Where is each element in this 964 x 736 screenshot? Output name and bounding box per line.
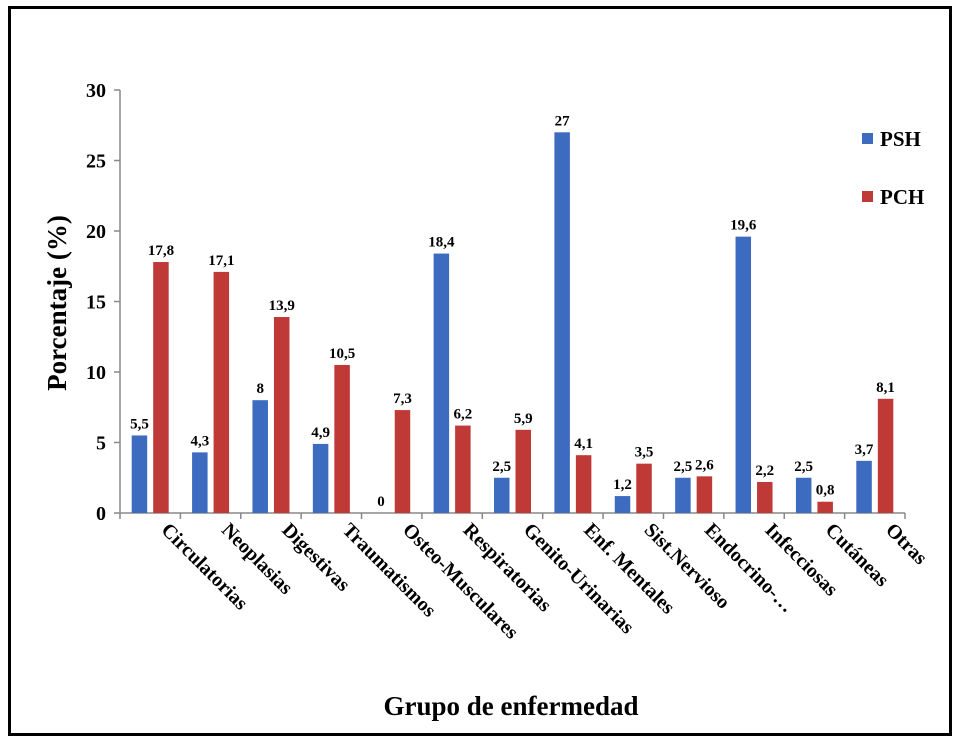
legend-label-psh: PSH: [880, 127, 921, 151]
bar-pch-0: [153, 262, 169, 513]
data-label-psh-5: 18,4: [428, 235, 455, 251]
bar-pch-1: [214, 272, 230, 513]
bar-pch-8: [636, 464, 652, 513]
bar-pch-9: [697, 476, 713, 513]
bar-psh-9: [675, 478, 691, 513]
bar-pch-7: [576, 455, 592, 513]
x-axis-label: Grupo de enfermedad: [384, 691, 639, 721]
y-tick-label: 0: [96, 503, 106, 525]
legend-swatch-psh: [862, 133, 873, 144]
bar-pch-6: [516, 430, 532, 513]
data-label-pch-2: 13,9: [269, 298, 295, 314]
bar-pch-10: [757, 482, 773, 513]
y-tick-label: 30: [86, 80, 106, 102]
bar-psh-1: [192, 452, 208, 513]
bar-psh-2: [252, 400, 268, 513]
bar-psh-5: [434, 254, 450, 513]
y-tick-label: 10: [86, 362, 106, 384]
data-label-psh-11: 2,5: [794, 459, 813, 475]
data-label-pch-5: 6,2: [453, 407, 472, 423]
legend-label-pch: PCH: [880, 185, 924, 209]
data-label-pch-8: 3,5: [635, 445, 654, 461]
data-label-psh-6: 2,5: [492, 459, 511, 475]
data-label-pch-12: 8,1: [876, 380, 895, 396]
x-tick-labels: CirculatoriasNeoplasiasDigestivasTraumat…: [157, 519, 932, 644]
legend: PSH PCH: [862, 127, 924, 209]
bar-pch-4: [395, 410, 411, 513]
data-label-pch-11: 0,8: [816, 483, 835, 499]
y-tick-label: 25: [86, 151, 106, 173]
bar-psh-7: [554, 132, 570, 513]
data-label-psh-7: 27: [555, 113, 571, 129]
bar-pch-5: [455, 426, 471, 513]
data-label-psh-4: 0: [377, 494, 385, 510]
data-label-psh-2: 8: [256, 381, 264, 397]
y-tick-label: 5: [96, 433, 106, 455]
y-axis-label: Porcentaje (%): [42, 215, 72, 391]
legend-swatch-pch: [862, 191, 873, 202]
data-label-psh-8: 1,2: [613, 477, 632, 493]
bar-psh-8: [615, 496, 631, 513]
y-tick-label: 20: [86, 221, 106, 243]
bar-pch-11: [817, 502, 833, 513]
bar-psh-6: [494, 478, 510, 513]
bar-pch-3: [334, 365, 350, 513]
data-label-pch-3: 10,5: [329, 346, 355, 362]
data-label-psh-0: 5,5: [130, 416, 149, 432]
bars: [132, 132, 894, 513]
data-label-pch-6: 5,9: [514, 411, 533, 427]
data-label-psh-9: 2,5: [674, 459, 693, 475]
bar-psh-12: [856, 461, 872, 513]
y-tick-label: 15: [86, 292, 106, 314]
bar-psh-10: [736, 237, 752, 513]
data-label-pch-1: 17,1: [208, 253, 234, 269]
data-label-pch-0: 17,8: [148, 243, 174, 259]
bar-pch-12: [878, 399, 894, 513]
bar-pch-2: [274, 317, 290, 513]
data-label-psh-10: 19,6: [730, 218, 757, 234]
data-label-pch-10: 2,2: [755, 463, 774, 479]
x-tick-label: Genito-Urinarias: [519, 519, 638, 638]
data-label-psh-3: 4,9: [311, 425, 330, 441]
data-label-pch-9: 2,6: [695, 457, 714, 473]
x-tick-label: Otras: [881, 519, 931, 569]
bar-psh-3: [313, 444, 329, 513]
data-label-pch-7: 4,1: [574, 436, 593, 452]
data-labels: 5,5 4,3 8 4,9 0 18,4 2,5 27 1,2 2,5 19,6 2,5 3,7 17,8…: [130, 113, 895, 510]
data-label-psh-1: 4,3: [190, 433, 209, 449]
bar-psh-11: [796, 478, 812, 513]
bar-psh-0: [132, 435, 148, 513]
data-label-pch-4: 7,3: [393, 391, 412, 407]
data-label-psh-12: 3,7: [855, 442, 874, 458]
